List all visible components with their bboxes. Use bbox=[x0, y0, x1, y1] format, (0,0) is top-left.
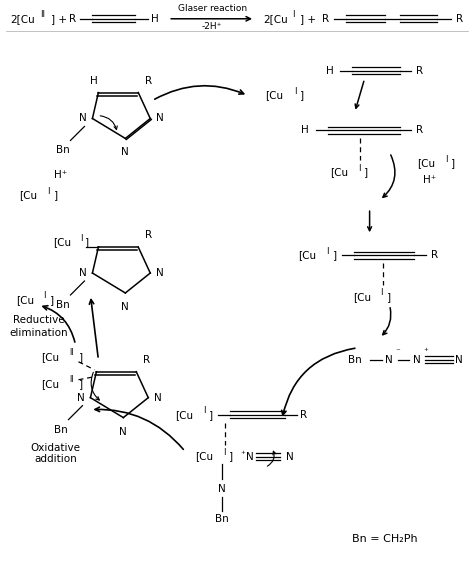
Text: ⁻: ⁻ bbox=[395, 347, 400, 356]
Text: N: N bbox=[156, 268, 164, 278]
Text: N: N bbox=[286, 452, 293, 461]
Text: I: I bbox=[294, 87, 296, 96]
Text: I: I bbox=[44, 292, 46, 300]
Text: N: N bbox=[79, 113, 86, 124]
Text: II: II bbox=[41, 10, 46, 19]
Text: ⁺: ⁺ bbox=[240, 450, 245, 459]
Text: addition: addition bbox=[34, 454, 77, 465]
Text: II: II bbox=[70, 375, 74, 384]
Text: [Cu: [Cu bbox=[175, 410, 193, 419]
Text: [Cu: [Cu bbox=[16, 295, 34, 305]
Text: ⁺: ⁺ bbox=[423, 347, 428, 356]
Text: ]: ] bbox=[364, 167, 368, 177]
Text: R: R bbox=[416, 125, 423, 135]
Text: R: R bbox=[456, 14, 463, 24]
Text: ]: ] bbox=[209, 410, 213, 419]
Text: N: N bbox=[156, 113, 164, 124]
Text: N: N bbox=[412, 355, 420, 365]
Text: [Cu: [Cu bbox=[195, 452, 213, 461]
Text: 2[Cu: 2[Cu bbox=[263, 14, 288, 24]
Text: H⁺: H⁺ bbox=[423, 175, 436, 185]
Text: II: II bbox=[70, 348, 74, 358]
Text: ]: ] bbox=[50, 295, 54, 305]
Text: R: R bbox=[322, 14, 329, 24]
Text: R: R bbox=[145, 76, 152, 85]
Text: Bn: Bn bbox=[55, 300, 69, 310]
Text: N: N bbox=[456, 355, 463, 365]
Text: Oxidative: Oxidative bbox=[30, 442, 81, 453]
Text: elimination: elimination bbox=[9, 328, 68, 338]
Text: H: H bbox=[301, 125, 309, 135]
Text: R: R bbox=[431, 250, 438, 260]
Text: N: N bbox=[119, 426, 127, 437]
Text: ]: ] bbox=[85, 237, 90, 247]
Text: [Cu: [Cu bbox=[42, 352, 60, 362]
Text: N: N bbox=[77, 393, 84, 403]
Text: 2[Cu: 2[Cu bbox=[11, 14, 36, 24]
Text: I: I bbox=[292, 10, 294, 19]
Text: [Cu: [Cu bbox=[54, 237, 72, 247]
Text: I: I bbox=[358, 164, 360, 173]
Text: N: N bbox=[385, 355, 392, 365]
Text: ] +: ] + bbox=[51, 14, 66, 24]
Text: H⁺: H⁺ bbox=[54, 170, 67, 180]
Text: H: H bbox=[326, 66, 334, 76]
Text: H: H bbox=[90, 76, 97, 85]
Text: ]: ] bbox=[229, 452, 233, 461]
Text: Reductive: Reductive bbox=[13, 315, 64, 325]
Text: ]: ] bbox=[79, 352, 82, 362]
Text: -2H⁺: -2H⁺ bbox=[202, 22, 222, 32]
Text: [Cu: [Cu bbox=[298, 250, 316, 260]
Text: N: N bbox=[121, 147, 129, 158]
Text: Bn: Bn bbox=[55, 146, 69, 155]
Text: ]: ] bbox=[54, 190, 58, 201]
Text: R: R bbox=[416, 66, 423, 76]
Text: N: N bbox=[121, 302, 129, 312]
Text: ]: ] bbox=[300, 91, 304, 100]
Text: Glaser reaction: Glaser reaction bbox=[177, 5, 246, 13]
Text: Bn = CH₂Ph: Bn = CH₂Ph bbox=[352, 534, 418, 544]
Text: [Cu: [Cu bbox=[42, 379, 60, 388]
Text: I: I bbox=[446, 155, 448, 164]
Text: [Cu: [Cu bbox=[18, 190, 37, 201]
Text: I: I bbox=[223, 448, 226, 457]
Text: Bn: Bn bbox=[215, 515, 229, 524]
Text: I: I bbox=[203, 406, 206, 415]
Text: ]: ] bbox=[333, 250, 337, 260]
Text: [Cu: [Cu bbox=[418, 158, 436, 168]
Text: N: N bbox=[79, 268, 86, 278]
Text: ]: ] bbox=[79, 379, 82, 388]
Text: ]: ] bbox=[451, 158, 456, 168]
Text: I: I bbox=[80, 234, 82, 242]
Text: Bn: Bn bbox=[348, 355, 362, 365]
Text: [Cu: [Cu bbox=[353, 292, 371, 302]
Text: R: R bbox=[69, 14, 76, 24]
Text: N: N bbox=[218, 484, 226, 494]
Text: H: H bbox=[151, 14, 159, 24]
Text: N: N bbox=[155, 393, 162, 403]
Text: ]: ] bbox=[387, 292, 391, 302]
Text: I: I bbox=[381, 288, 383, 297]
Text: I: I bbox=[47, 187, 50, 196]
Text: Bn: Bn bbox=[54, 425, 67, 434]
Text: I: I bbox=[326, 246, 328, 256]
Text: ] +: ] + bbox=[300, 14, 316, 24]
Text: R: R bbox=[143, 355, 150, 365]
Text: N: N bbox=[246, 452, 254, 461]
Text: R: R bbox=[145, 230, 152, 240]
Text: R: R bbox=[300, 410, 307, 419]
Text: [Cu: [Cu bbox=[330, 167, 348, 177]
Text: [Cu: [Cu bbox=[265, 91, 283, 100]
